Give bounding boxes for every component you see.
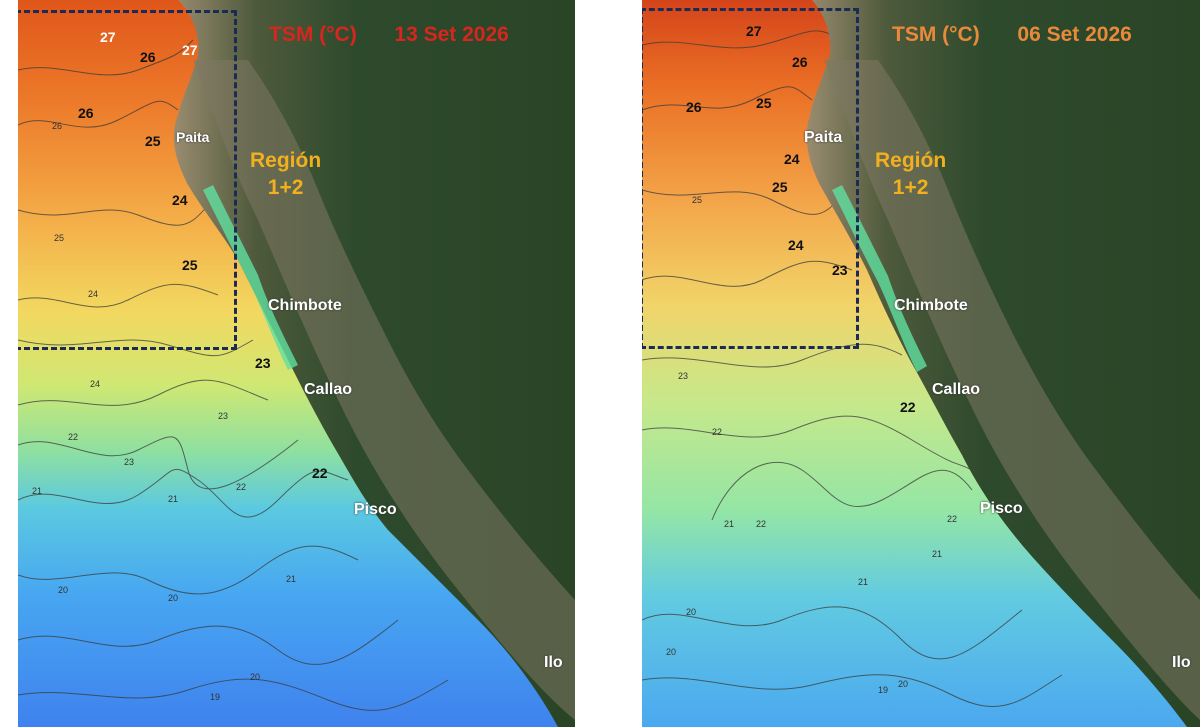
city-label-ilo: Ilo — [1172, 654, 1191, 671]
contour-label: 23 — [124, 457, 135, 467]
isotherm-label: 25 — [772, 179, 788, 195]
contour-label: 24 — [90, 379, 101, 389]
contour-label: 25 — [692, 195, 703, 205]
contour-label: 26 — [52, 121, 63, 131]
contour-label: 21 — [858, 577, 869, 587]
title-variable: TSM (°C) — [269, 23, 357, 46]
city-label-ilo: Ilo — [544, 654, 563, 671]
contour-label: 23 — [218, 411, 229, 421]
contour-label: 20 — [666, 647, 677, 657]
sst-map-06-set — [642, 0, 1200, 727]
contour-label: 20 — [168, 593, 179, 603]
region-label-line1: Región — [875, 149, 947, 172]
contour-label: 19 — [210, 692, 221, 702]
contour-label: 24 — [88, 289, 99, 299]
contour-label: 23 — [678, 371, 689, 381]
city-label-callao: Callao — [304, 381, 353, 398]
city-label-chimbote: Chimbote — [894, 297, 968, 314]
contour-label: 22 — [947, 514, 958, 524]
city-label-chimbote: Chimbote — [268, 297, 342, 314]
isotherm-label: 23 — [255, 355, 271, 371]
title-date: 13 Set 2026 — [394, 23, 509, 46]
contour-label: 21 — [724, 519, 735, 529]
contour-label: 20 — [58, 585, 69, 595]
isotherm-lines — [18, 39, 449, 711]
andes-range — [824, 60, 1200, 720]
contour-label: 20 — [250, 672, 261, 682]
isotherm-label: 26 — [792, 54, 808, 70]
isotherm-label: 27 — [100, 29, 116, 45]
sst-map-panel-13-set: TSM (°C) 13 Set 2026 Región 1+2 Paita Ch… — [18, 0, 575, 727]
contour-label: 21 — [286, 574, 297, 584]
contour-label: 21 — [32, 486, 43, 496]
isotherm-lines — [642, 30, 1063, 707]
sst-map-13-set — [18, 0, 575, 727]
city-label-pisco: Pisco — [354, 501, 397, 518]
city-label-paita: Paita — [176, 129, 210, 145]
title-variable: TSM (°C) — [892, 23, 980, 46]
contour-label: 19 — [878, 685, 889, 695]
isotherm-label: 27 — [746, 23, 762, 39]
city-label-paita: Paita — [804, 129, 843, 146]
contour-label: 21 — [932, 549, 943, 559]
contour-label: 22 — [236, 482, 247, 492]
region-label-line2: 1+2 — [892, 176, 929, 199]
isotherm-label: 26 — [78, 105, 94, 121]
isotherm-label: 23 — [832, 262, 848, 278]
isotherm-label: 25 — [182, 257, 198, 273]
coastal-upwelling — [832, 185, 927, 372]
andes-range — [193, 60, 575, 720]
region-label-line2: 1+2 — [267, 176, 304, 199]
region-1-2-box — [642, 8, 859, 349]
map-title: TSM (°C) 06 Set 2026 — [892, 24, 1132, 45]
isotherm-label: 27 — [182, 42, 198, 58]
contour-label: 22 — [68, 432, 79, 442]
title-date: 06 Set 2026 — [1017, 23, 1132, 46]
map-title: TSM (°C) 13 Set 2026 — [269, 24, 509, 45]
coastal-upwelling — [203, 185, 298, 370]
region-label: Región 1+2 — [250, 150, 321, 198]
contour-label: 22 — [712, 427, 723, 437]
sst-map-panel-06-set: TSM (°C) 06 Set 2026 Región 1+2 Paita Ch… — [642, 0, 1200, 727]
isotherm-label: 26 — [140, 49, 156, 65]
region-label: Región 1+2 — [875, 150, 946, 198]
contour-label: 20 — [686, 607, 697, 617]
contour-label: 21 — [168, 494, 179, 504]
isotherm-label: 24 — [172, 192, 188, 208]
isotherm-label: 25 — [756, 95, 772, 111]
contour-label: 20 — [898, 679, 909, 689]
isotherm-label: 24 — [784, 151, 800, 167]
region-label-line1: Región — [250, 149, 322, 172]
isotherm-label: 24 — [788, 237, 804, 253]
city-label-callao: Callao — [932, 381, 981, 398]
isotherm-label: 26 — [686, 99, 702, 115]
contour-label: 22 — [756, 519, 767, 529]
isotherm-label: 22 — [900, 399, 916, 415]
isotherm-label: 25 — [145, 133, 161, 149]
region-1-2-box — [18, 10, 237, 350]
isotherm-label: 22 — [312, 465, 328, 481]
city-label-pisco: Pisco — [980, 500, 1023, 517]
contour-label: 25 — [54, 233, 65, 243]
